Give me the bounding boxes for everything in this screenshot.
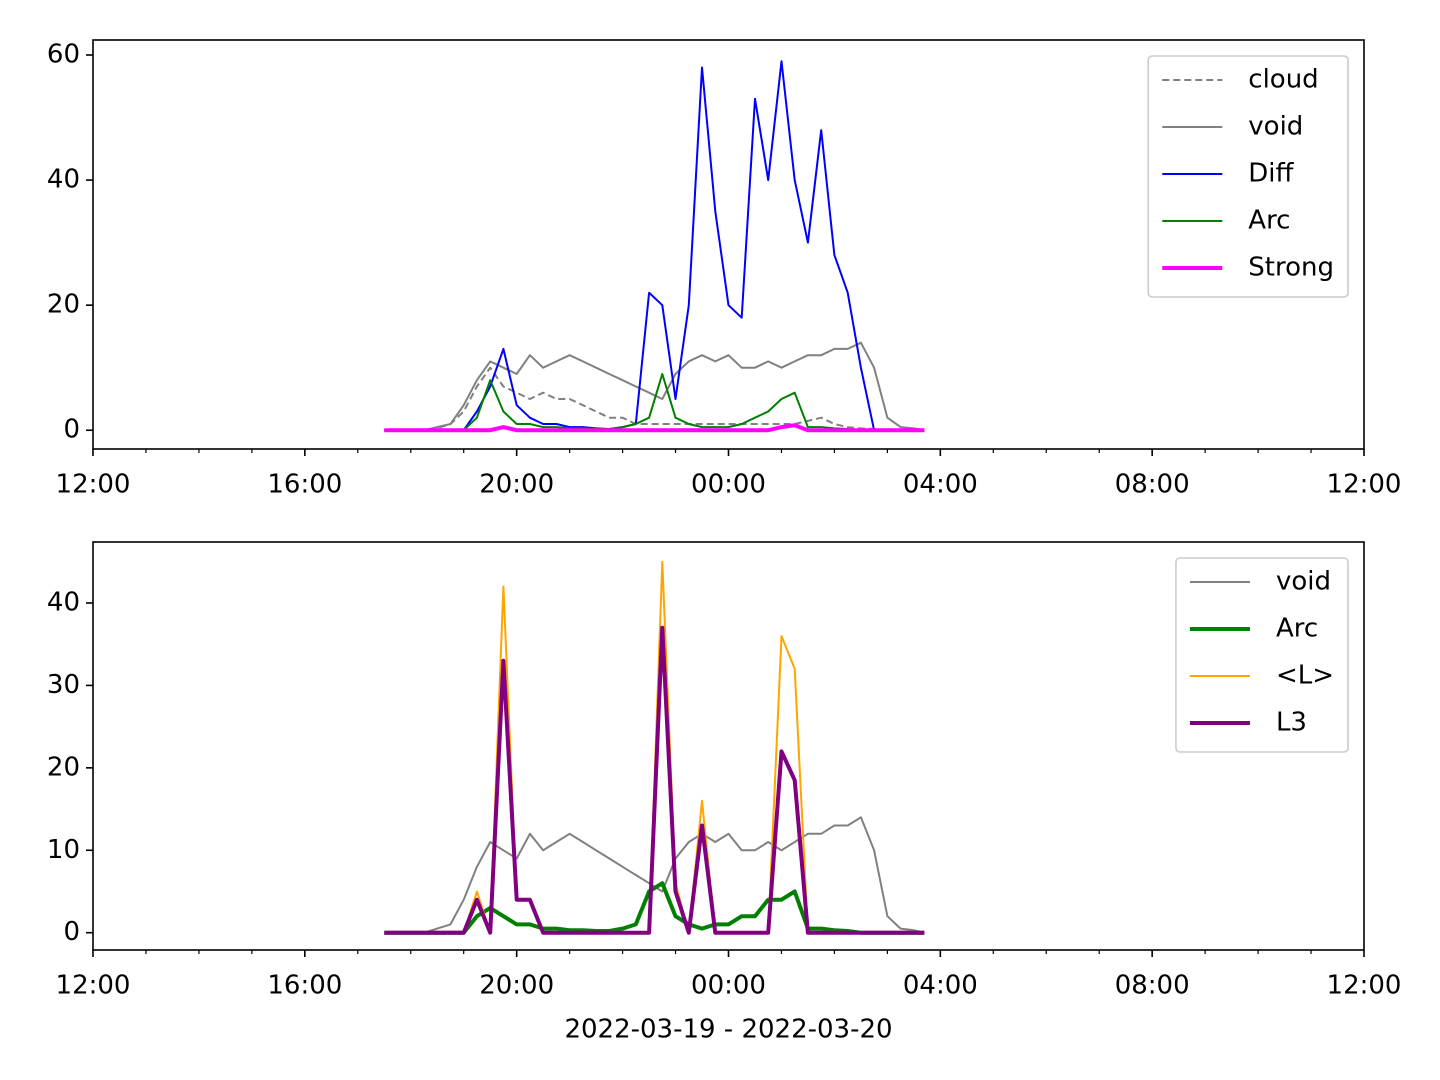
series-line (384, 60, 925, 432)
x-tick-label: 04:00 (903, 971, 978, 1001)
legend-label: cloud (1248, 65, 1318, 95)
legend-frame (1175, 557, 1349, 753)
series-line (384, 341, 925, 432)
legend-label: Arc (1248, 206, 1290, 236)
plot-area (384, 560, 925, 935)
legend: void Arc <L> L3 (1175, 557, 1349, 753)
legend-frame (1147, 55, 1349, 298)
series-line (384, 625, 925, 935)
x-tick-label: 12:00 (56, 971, 131, 1001)
x-axis-label: 2022-03-19 - 2022-03-20 (564, 1015, 892, 1045)
series-line (384, 881, 925, 935)
series-line (384, 560, 925, 934)
x-tick-label: 00:00 (691, 971, 766, 1001)
y-tick-label: 0 (63, 415, 80, 445)
legend: cloud void Diff Arc Strong (1147, 55, 1349, 298)
y-tick-label: 10 (47, 835, 80, 865)
legend-label: L3 (1276, 708, 1307, 738)
y-tick-label: 20 (47, 752, 80, 782)
series-line (384, 423, 925, 433)
legend-label: Diff (1248, 159, 1294, 189)
x-tick-label: 20:00 (479, 971, 554, 1001)
y-tick-label: 40 (47, 165, 80, 195)
x-tick-label: 08:00 (1115, 470, 1190, 500)
legend-label: <L> (1276, 661, 1334, 691)
x-tick-label: 16:00 (267, 971, 342, 1001)
legend-label: Strong (1248, 253, 1334, 283)
y-tick-label: 30 (47, 670, 80, 700)
x-tick-label: 08:00 (1115, 971, 1190, 1001)
plot-area (384, 60, 925, 433)
x-tick-label: 20:00 (479, 470, 554, 500)
x-tick-label: 12:00 (56, 470, 131, 500)
legend-label: void (1248, 112, 1303, 142)
y-tick-label: 0 (63, 917, 80, 947)
y-tick-label: 20 (47, 290, 80, 320)
x-tick-label: 00:00 (691, 470, 766, 500)
y-tick-label: 60 (47, 40, 80, 70)
legend-label: void (1276, 567, 1331, 597)
x-tick-label: 12:00 (1327, 971, 1402, 1001)
axes-frame (92, 541, 1365, 951)
series-line (384, 366, 925, 432)
legend-label: Arc (1276, 614, 1318, 644)
x-tick-label: 12:00 (1327, 470, 1402, 500)
y-tick-label: 40 (47, 587, 80, 617)
x-tick-label: 16:00 (267, 470, 342, 500)
x-tick-label: 04:00 (903, 470, 978, 500)
